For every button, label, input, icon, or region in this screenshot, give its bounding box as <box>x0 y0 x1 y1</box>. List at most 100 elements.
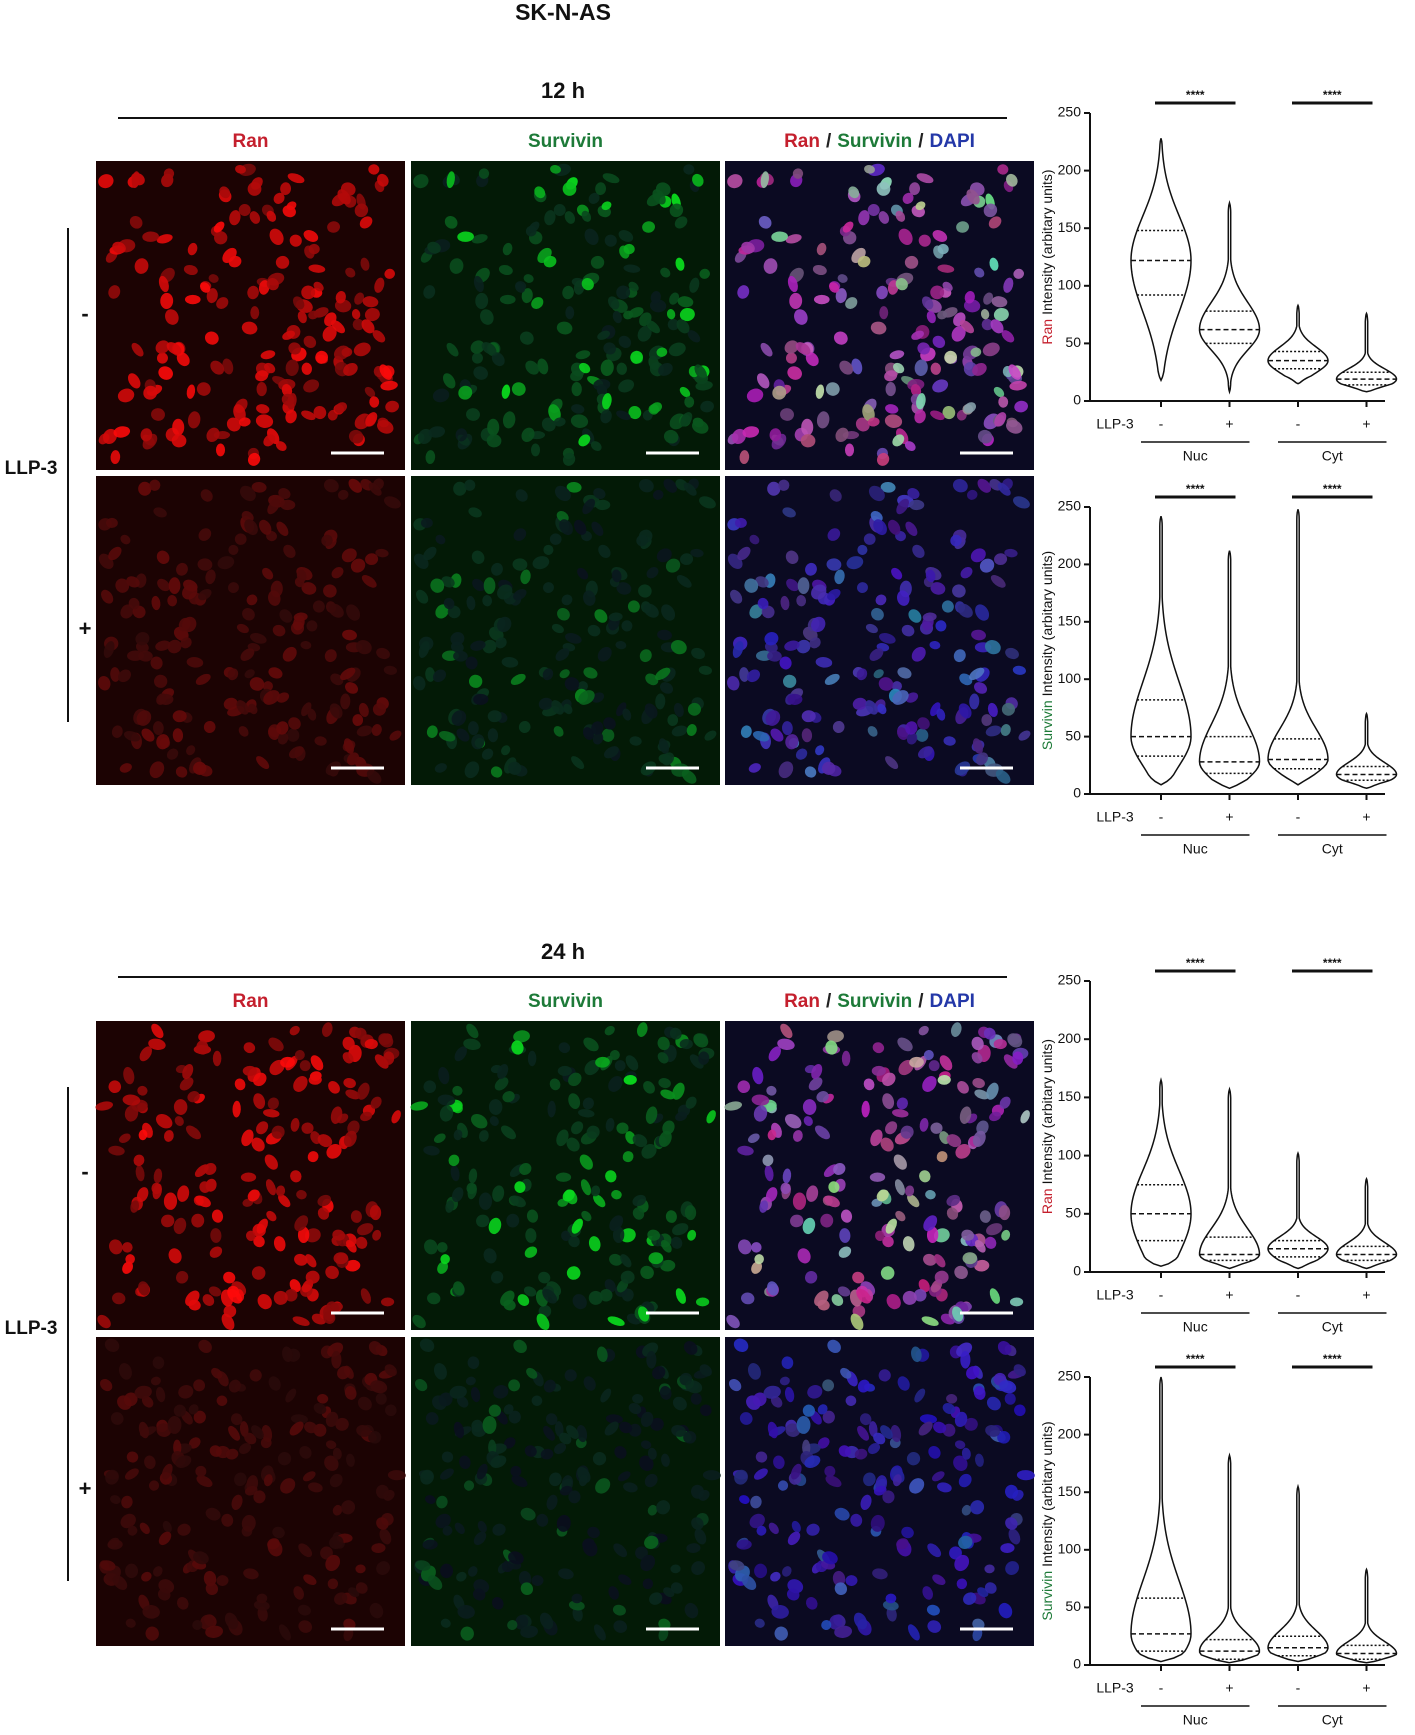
nucleus <box>746 388 764 403</box>
nucleus <box>134 258 149 274</box>
nucleus <box>111 725 123 738</box>
nucleus <box>262 567 274 580</box>
nucleus <box>930 285 945 300</box>
nucleus <box>668 342 686 357</box>
nucleus <box>228 255 242 268</box>
nucleus <box>238 204 251 217</box>
nucleus <box>737 285 750 299</box>
nucleus <box>131 342 144 357</box>
nucleus <box>885 381 896 397</box>
nucleus <box>679 386 691 398</box>
nucleus <box>865 623 878 634</box>
nucleus <box>602 393 612 410</box>
header-part: DAPI <box>930 991 975 1012</box>
nucleus <box>438 730 456 742</box>
nucleus <box>679 307 695 322</box>
nucleus <box>256 404 270 414</box>
group-label: Cyt <box>1322 448 1343 464</box>
nucleus <box>683 482 697 496</box>
nucleus <box>782 507 796 518</box>
nucleus <box>556 321 573 335</box>
nucleus <box>288 342 301 355</box>
nucleus <box>727 174 743 189</box>
nucleus <box>451 710 467 726</box>
nucleus <box>275 255 290 269</box>
nucleus <box>521 427 535 442</box>
nucleus <box>801 418 814 436</box>
nucleus <box>690 548 704 558</box>
nucleus <box>667 714 679 727</box>
y-axis-label: Ran Intensity (arbitary units) <box>1039 1039 1055 1214</box>
nucleus <box>521 288 533 304</box>
nucleus <box>337 189 351 205</box>
nucleus <box>784 640 800 651</box>
nucleus <box>663 478 678 493</box>
nucleus <box>784 340 799 354</box>
nucleus <box>607 296 620 310</box>
nucleus <box>530 443 541 457</box>
nucleus <box>780 408 795 421</box>
nucleus <box>888 519 901 535</box>
nucleus <box>335 291 346 304</box>
nucleus <box>235 165 246 174</box>
nucleus <box>876 452 890 466</box>
nucleus <box>473 275 484 293</box>
nucleus <box>574 519 587 535</box>
nucleus <box>276 521 289 536</box>
nucleus <box>195 673 211 685</box>
x-tick-label: + <box>1225 809 1233 825</box>
nucleus <box>242 607 255 621</box>
nucleus <box>1009 380 1027 391</box>
nucleus <box>905 521 918 536</box>
nucleus <box>499 294 516 305</box>
nucleus <box>681 769 697 784</box>
nucleus <box>855 417 870 432</box>
nucleus <box>673 702 684 718</box>
nucleus <box>247 182 262 196</box>
nucleus <box>727 675 740 691</box>
nucleus <box>600 409 612 424</box>
nucleus <box>322 325 337 342</box>
nucleus <box>942 405 956 420</box>
nucleus <box>117 669 132 683</box>
nucleus <box>365 553 379 566</box>
nucleus <box>816 242 827 256</box>
nucleus <box>957 603 973 618</box>
nucleus <box>297 310 307 324</box>
column-header: Survivin <box>528 991 603 1012</box>
violin <box>1198 200 1261 395</box>
nucleus <box>136 710 152 726</box>
nucleus <box>692 173 704 187</box>
nucleus <box>842 221 854 233</box>
nucleus <box>308 310 319 320</box>
nucleus <box>308 243 320 255</box>
nucleus <box>246 594 258 606</box>
nucleus <box>865 700 878 715</box>
nucleus <box>172 728 184 743</box>
nucleus <box>120 604 134 619</box>
nucleus <box>914 409 926 424</box>
nucleus <box>423 285 436 299</box>
nucleus <box>884 370 898 382</box>
nucleus <box>443 597 455 610</box>
nucleus <box>591 692 605 703</box>
nucleus <box>331 567 344 579</box>
nucleus <box>167 639 182 654</box>
nucleus <box>210 360 225 375</box>
nucleus <box>468 721 479 736</box>
nucleus <box>473 693 489 705</box>
row-label: - <box>81 1159 88 1184</box>
nucleus <box>616 582 632 595</box>
nucleus <box>541 417 556 432</box>
nucleus <box>215 443 226 457</box>
nucleus <box>658 738 670 755</box>
column-header: Ran / Survivin / DAPI <box>784 991 975 1012</box>
nucleus <box>785 234 802 244</box>
nucleus <box>867 417 880 427</box>
nucleus <box>657 629 672 641</box>
nucleus <box>205 569 216 585</box>
nucleus <box>571 756 585 770</box>
nucleus <box>446 171 455 189</box>
nucleus <box>491 352 505 367</box>
nucleus <box>970 347 982 357</box>
